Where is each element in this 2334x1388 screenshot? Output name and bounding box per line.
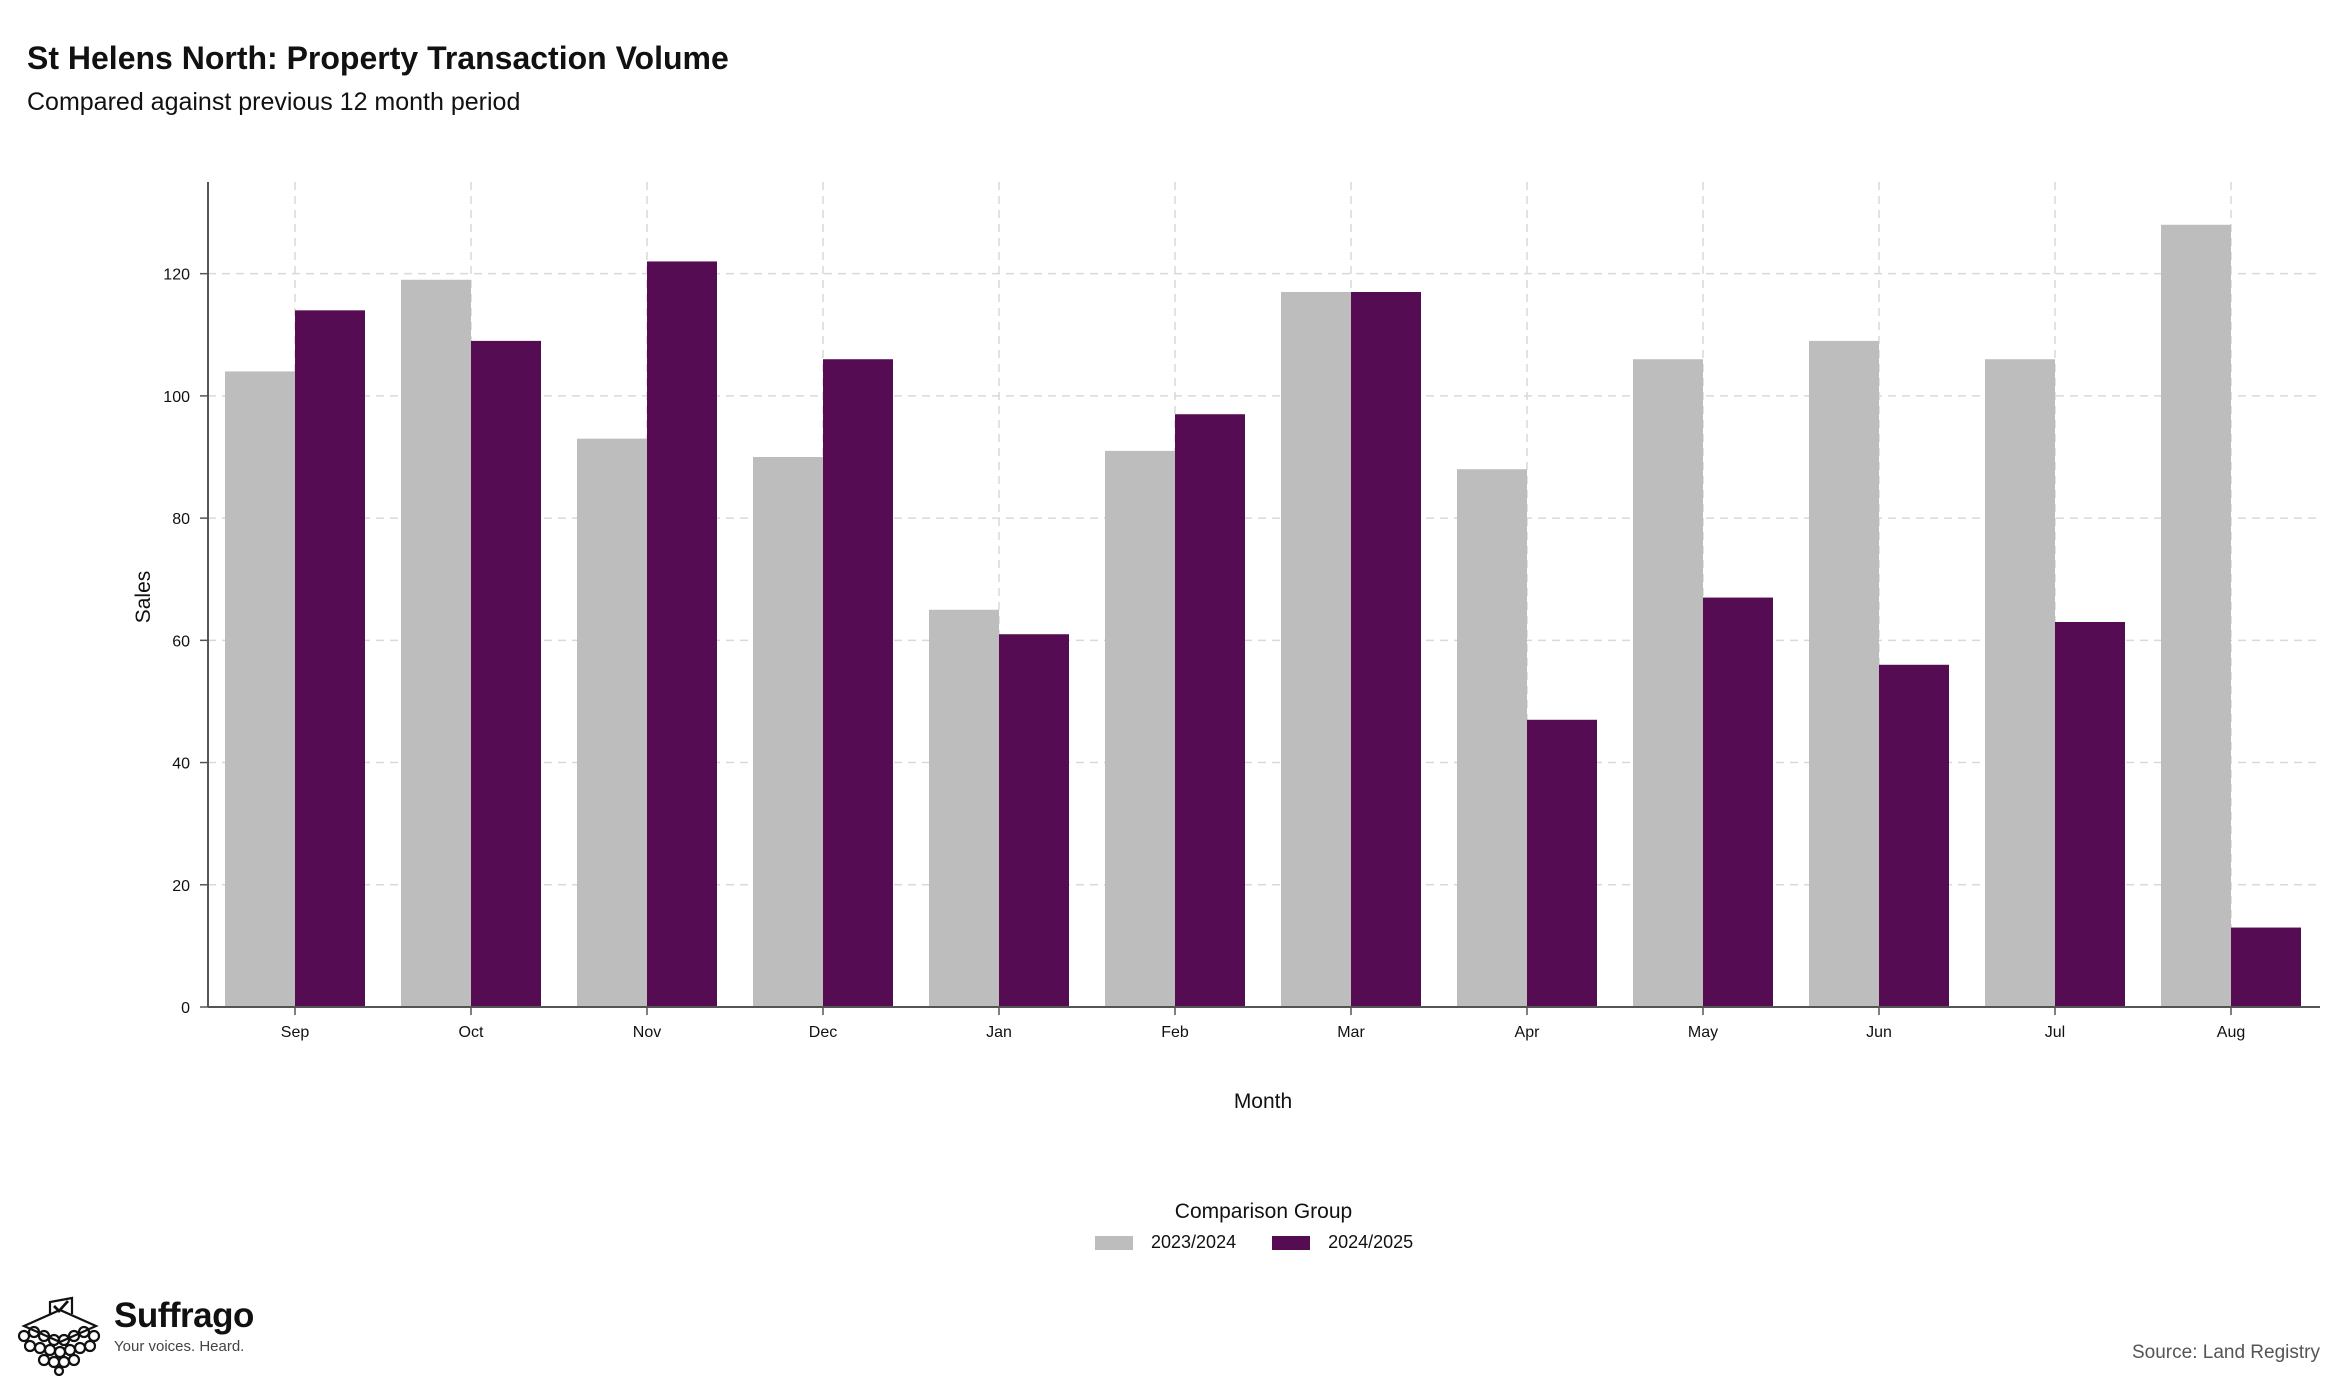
x-tick-label: Dec [809, 1024, 837, 1041]
x-tick-label: Jul [2045, 1024, 2065, 1041]
bar-2024-2025-nov [647, 261, 717, 1007]
bar-2024-2025-feb [1175, 414, 1245, 1007]
legend: 2023/2024 2024/2025 [1095, 1232, 1449, 1253]
legend-label: 2024/2025 [1328, 1232, 1414, 1252]
axes: 0 20 40 60 80 100 120 Sep Oct Nov Dec Jan Feb Mar Apr M… [163, 182, 2320, 1041]
x-tick-label: Jun [1866, 1024, 1892, 1041]
bar-2023-2024-may [1633, 359, 1703, 1007]
y-tick-label: 40 [172, 756, 190, 773]
x-tick-label: Apr [1515, 1024, 1541, 1041]
logo-tagline: Your voices. Heard. [114, 1338, 245, 1355]
x-tick-label: May [1688, 1024, 1718, 1041]
bar-2024-2025-oct [471, 340, 541, 1007]
x-tick-label: Nov [633, 1024, 661, 1041]
bar-2024-2025-dec [823, 359, 893, 1007]
suffrago-logo: Suffrago Your voices. Heard. [14, 1296, 254, 1381]
legend-item-2024-2025: 2024/2025 [1272, 1232, 1413, 1253]
chart-subtitle: Compared against previous 12 month perio… [27, 88, 521, 116]
x-tick-label: Mar [1337, 1024, 1365, 1041]
bar-2023-2024-nov [577, 438, 647, 1008]
bar-2024-2025-aug [2231, 927, 2301, 1007]
bar-2024-2025-jan [999, 634, 1069, 1007]
chart-title: St Helens North: Property Transaction Vo… [27, 40, 729, 76]
x-tick-label: Oct [459, 1024, 484, 1041]
bar-2024-2025-apr [1527, 719, 1597, 1007]
bar-2023-2024-apr [1457, 469, 1527, 1007]
y-tick-label: 20 [172, 878, 190, 895]
bar-2023-2024-oct [401, 279, 471, 1007]
x-axis-title: Month [1234, 1090, 1292, 1113]
legend-title: Comparison Group [1174, 1200, 1353, 1223]
y-tick-label: 100 [163, 389, 190, 406]
y-tick-label: 80 [172, 511, 190, 528]
legend-swatch [1272, 1235, 1311, 1250]
bar-2023-2024-feb [1105, 450, 1175, 1007]
bar-2024-2025-may [1703, 597, 1773, 1007]
bar-2023-2024-jan [929, 609, 999, 1007]
x-tick-label: Feb [1161, 1024, 1189, 1041]
bar-2023-2024-dec [753, 457, 823, 1007]
x-tick-label: Sep [281, 1024, 310, 1041]
bar-2024-2025-sep [295, 310, 365, 1007]
bars [225, 224, 2301, 1008]
ballot-box-icon [14, 1296, 106, 1381]
bar-2023-2024-jul [1985, 359, 2055, 1007]
bar-2023-2024-aug [2161, 224, 2231, 1007]
source-note: Source: Land Registry [2132, 1342, 2320, 1363]
x-tick-label: Aug [2217, 1024, 2245, 1041]
legend-swatch [1095, 1235, 1133, 1250]
x-tick-label: Jan [986, 1024, 1012, 1041]
bar-2023-2024-jun [1809, 340, 1879, 1007]
logo-name: Suffrago [114, 1296, 254, 1335]
y-axis-title: Sales [132, 571, 155, 624]
bar-2024-2025-jun [1879, 664, 1949, 1007]
legend-item-2023-2024: 2023/2024 [1095, 1232, 1236, 1253]
y-tick-label: 0 [181, 1000, 190, 1017]
bar-2024-2025-jul [2055, 622, 2125, 1007]
bar-2024-2025-mar [1351, 292, 1421, 1007]
bar-2023-2024-sep [225, 371, 295, 1007]
legend-label: 2023/2024 [1151, 1232, 1237, 1252]
y-tick-label: 120 [163, 267, 190, 284]
y-tick-label: 60 [172, 633, 190, 650]
bar-2023-2024-mar [1281, 292, 1351, 1007]
